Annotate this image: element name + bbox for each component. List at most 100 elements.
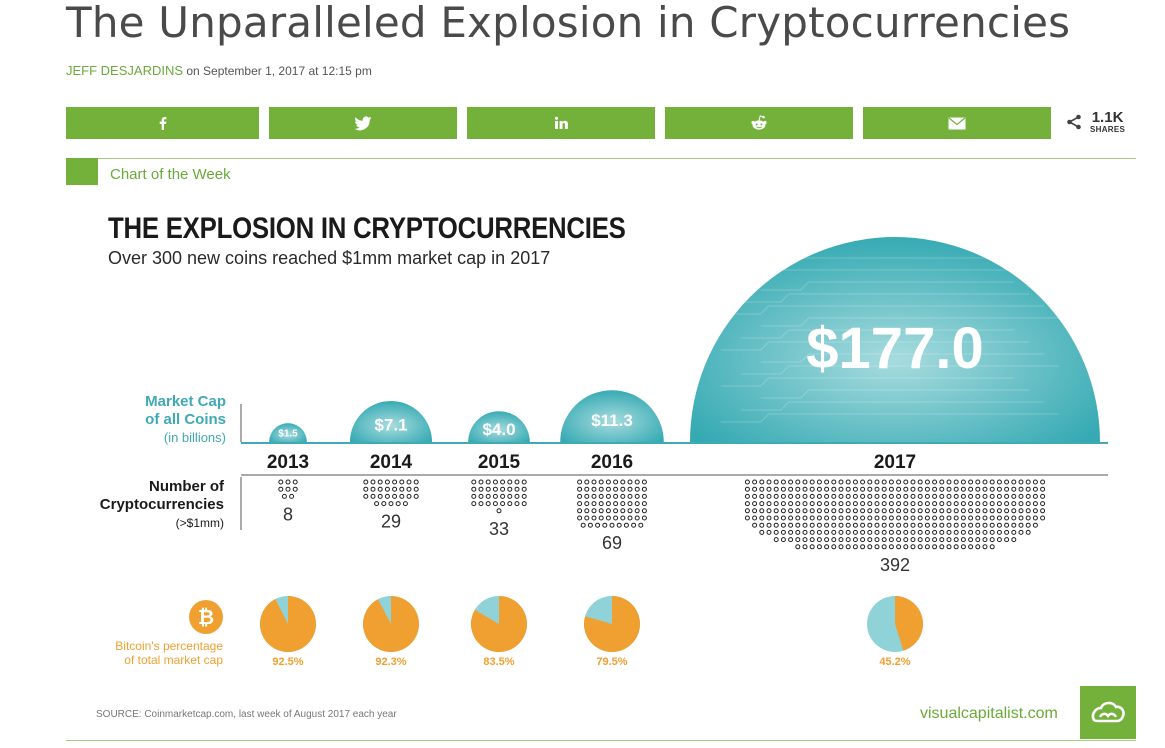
share-count[interactable]: 1.1K SHARES [1066, 110, 1125, 134]
source-note: SOURCE: Coinmarketcap.com, last week of … [96, 709, 397, 720]
coin-dot [960, 479, 966, 485]
share-facebook-button[interactable] [66, 107, 259, 139]
share-reddit-button[interactable] [665, 107, 853, 139]
pie-bitcoin-slice [584, 596, 640, 652]
coin-dot [960, 529, 966, 535]
coin-dot [831, 508, 837, 514]
author-link[interactable]: JEFF DESJARDINS [66, 63, 184, 78]
coin-dot [946, 529, 952, 535]
coin-dot [788, 522, 794, 528]
coin-dot [968, 515, 974, 521]
coin-dot [795, 479, 801, 485]
coin-dot [471, 479, 477, 485]
coin-dot [627, 493, 633, 499]
byline: JEFF DESJARDINS on September 1, 2017 at … [66, 63, 372, 78]
coin-dot [809, 529, 815, 535]
coin-dot [1018, 486, 1024, 492]
coin-dot [485, 501, 491, 507]
bitcoin-pct-label: 92.3% [375, 656, 406, 668]
coin-dot [591, 486, 597, 492]
coin-dot [620, 479, 626, 485]
coin-dot [874, 522, 880, 528]
coin-dot [874, 493, 880, 499]
coin-dot [888, 493, 894, 499]
coin-dot [953, 493, 959, 499]
coin-dot [924, 515, 930, 521]
brand-logo[interactable] [1080, 686, 1136, 739]
coin-dot [874, 479, 880, 485]
coin-dot [1011, 522, 1017, 528]
section-label[interactable]: Chart of the Week [110, 166, 231, 183]
coin-dot [903, 493, 909, 499]
bitcoin-share-label: Bitcoin's percentage of total market cap [66, 639, 223, 667]
coin-dot [1025, 529, 1031, 535]
coin-dot [824, 493, 830, 499]
coin-dot [867, 515, 873, 521]
coin-dot [816, 493, 822, 499]
coin-dot [816, 479, 822, 485]
coin-dot [896, 515, 902, 521]
coin-dot [960, 522, 966, 528]
coin-dot [634, 501, 640, 507]
coin-dot [492, 501, 498, 507]
coin-dot [478, 493, 484, 499]
coin-dot [989, 544, 995, 550]
coin-dot [888, 501, 894, 507]
coin-dot [888, 479, 894, 485]
coin-dot [917, 486, 923, 492]
coin-dot [500, 501, 506, 507]
coin-dot [838, 508, 844, 514]
coin-dot [384, 486, 390, 492]
reddit-icon [751, 115, 767, 130]
coin-dot [903, 508, 909, 514]
coin-dot [946, 522, 952, 528]
coin-dot [996, 522, 1002, 528]
coin-dot [989, 479, 995, 485]
brand-link[interactable]: visualcapitalist.com [920, 705, 1058, 722]
coin-dot [932, 493, 938, 499]
coin-dot [932, 522, 938, 528]
coin-dot [917, 522, 923, 528]
share-linkedin-button[interactable] [467, 107, 655, 139]
share-email-button[interactable] [863, 107, 1051, 139]
coin-dot [867, 479, 873, 485]
coin-dot [285, 479, 291, 485]
coin-dot [638, 522, 644, 528]
coin-dot [780, 537, 786, 543]
coin-dot [802, 529, 808, 535]
coin-dot [824, 479, 830, 485]
coin-dot [641, 508, 647, 514]
coin-dot [831, 493, 837, 499]
coin-dot [641, 493, 647, 499]
coin-dot [1040, 501, 1046, 507]
share-twitter-button[interactable] [269, 107, 457, 139]
coin-dot [924, 537, 930, 543]
coin-dot [1004, 508, 1010, 514]
coin-dot [960, 486, 966, 492]
coin-dot [989, 537, 995, 543]
coin-dot [910, 508, 916, 514]
coin-dot [395, 501, 401, 507]
coin-dot [860, 508, 866, 514]
coin-dot [1025, 486, 1031, 492]
coin-dot [1025, 508, 1031, 514]
coin-dot [471, 493, 477, 499]
coin-dot [831, 501, 837, 507]
coin-dot [903, 529, 909, 535]
coin-dot [903, 486, 909, 492]
infographic-subtitle: Over 300 new coins reached $1mm market c… [108, 248, 551, 268]
coin-dot [888, 544, 894, 550]
coin-dot [960, 508, 966, 514]
coin-dot [788, 515, 794, 521]
coin-dot [641, 501, 647, 507]
share-count-number: 1.1K [1091, 109, 1124, 126]
coin-dot [613, 508, 619, 514]
coin-dot [384, 493, 390, 499]
coin-dot [577, 486, 583, 492]
coin-dot [924, 529, 930, 535]
coin-dot [1040, 486, 1046, 492]
coin-dot [1040, 479, 1046, 485]
coin-dot [1004, 515, 1010, 521]
coin-dot [773, 508, 779, 514]
coin-dot [631, 522, 637, 528]
